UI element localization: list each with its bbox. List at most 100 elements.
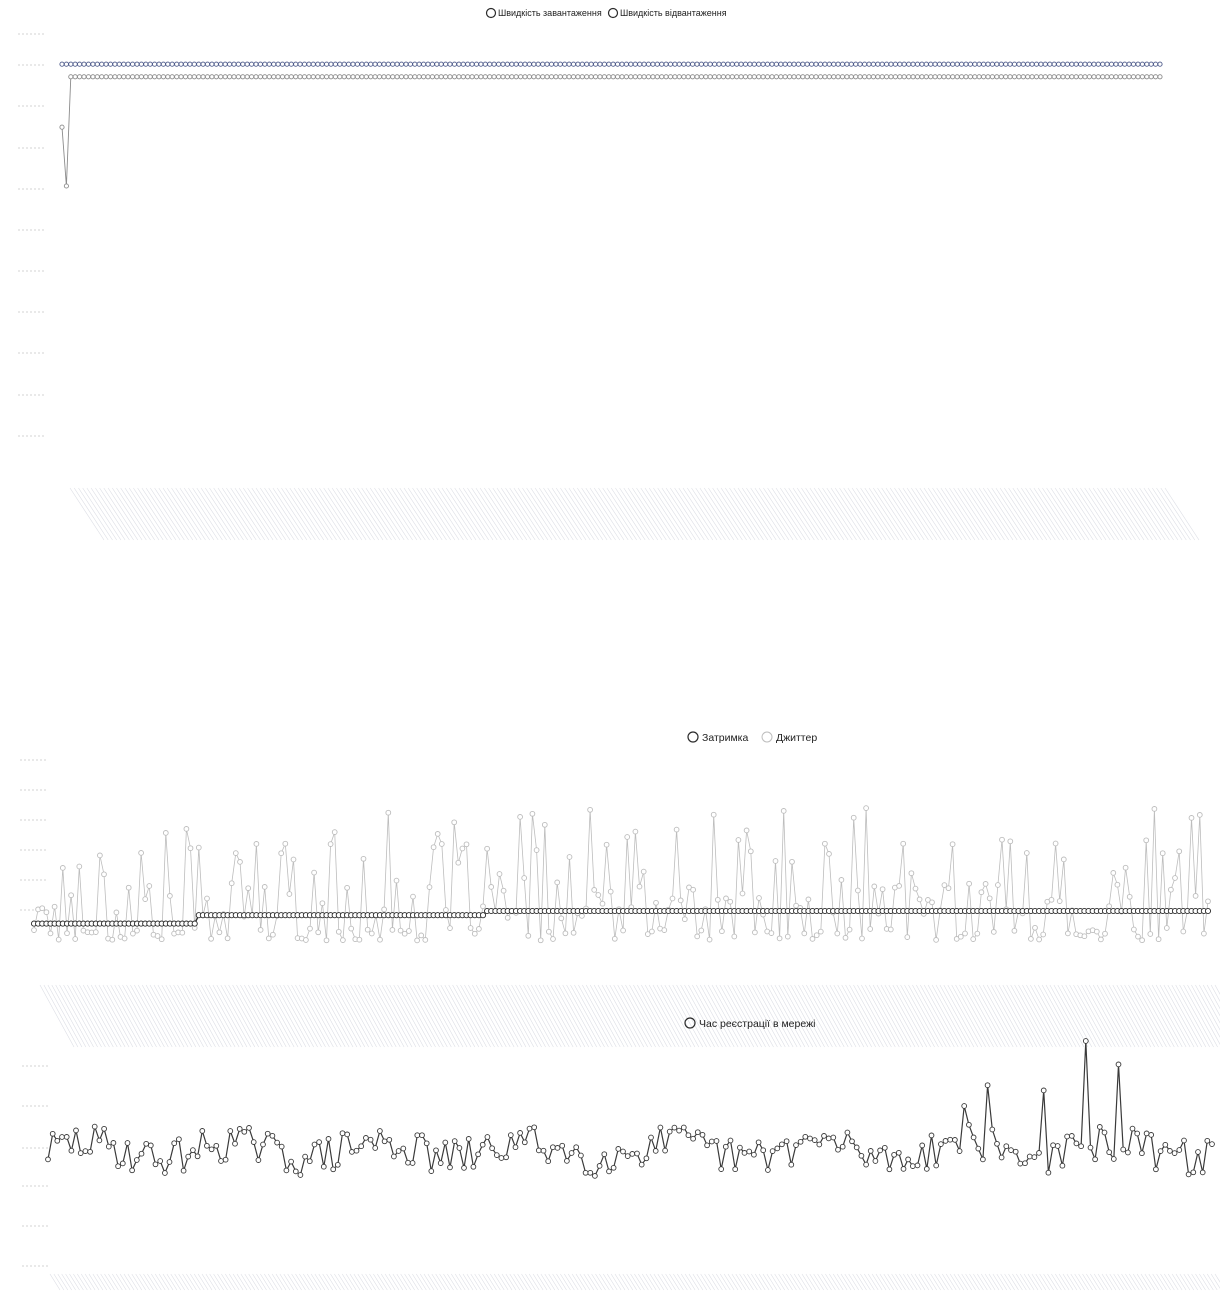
upload-point[interactable]: [443, 61, 449, 67]
upload-point[interactable]: [196, 61, 202, 67]
registration-point[interactable]: [264, 1130, 271, 1137]
download-point[interactable]: [1157, 74, 1163, 80]
upload-point[interactable]: [936, 61, 943, 67]
jitter-point[interactable]: [195, 844, 202, 851]
upload-point[interactable]: [1104, 61, 1110, 67]
registration-point[interactable]: [755, 1139, 762, 1146]
registration-point[interactable]: [1115, 1061, 1122, 1068]
download-point[interactable]: [271, 74, 277, 80]
download-point[interactable]: [518, 74, 524, 80]
jitter-point[interactable]: [319, 900, 326, 907]
download-point[interactable]: [191, 74, 197, 80]
upload-point[interactable]: [1051, 61, 1057, 67]
upload-point[interactable]: [989, 61, 995, 67]
upload-point[interactable]: [319, 61, 325, 67]
registration-point[interactable]: [704, 1142, 710, 1149]
download-point[interactable]: [504, 74, 510, 80]
download-point[interactable]: [650, 74, 656, 80]
download-point[interactable]: [734, 74, 740, 80]
upload-point[interactable]: [853, 61, 859, 67]
jitter-point[interactable]: [916, 896, 923, 903]
registration-point[interactable]: [442, 1139, 449, 1146]
upload-point[interactable]: [601, 61, 607, 67]
jitter-point[interactable]: [834, 930, 841, 937]
jitter-point[interactable]: [278, 850, 285, 857]
jitter-point[interactable]: [859, 935, 865, 942]
upload-point[interactable]: [1122, 61, 1128, 67]
registration-point[interactable]: [699, 1131, 706, 1138]
download-point[interactable]: [866, 74, 872, 80]
jitter-point[interactable]: [327, 841, 334, 847]
upload-point[interactable]: [1020, 61, 1026, 67]
upload-point[interactable]: [1157, 61, 1163, 67]
download-point[interactable]: [473, 74, 480, 80]
upload-point[interactable]: [1095, 61, 1101, 67]
jitter-point[interactable]: [179, 929, 186, 936]
registration-point[interactable]: [461, 1165, 467, 1171]
upload-point[interactable]: [932, 61, 938, 67]
jitter-point[interactable]: [706, 936, 713, 943]
upload-point[interactable]: [147, 61, 153, 67]
jitter-point[interactable]: [59, 865, 66, 871]
upload-point[interactable]: [1153, 61, 1159, 67]
registration-point[interactable]: [311, 1141, 318, 1148]
registration-point[interactable]: [1050, 1142, 1056, 1149]
registration-point[interactable]: [1148, 1132, 1155, 1138]
registration-point[interactable]: [199, 1128, 206, 1134]
registration-point[interactable]: [554, 1145, 561, 1151]
download-point[interactable]: [68, 74, 74, 80]
upload-point[interactable]: [637, 61, 643, 67]
registration-point[interactable]: [190, 1147, 196, 1153]
jitter-point[interactable]: [644, 931, 651, 937]
upload-point[interactable]: [976, 61, 982, 67]
jitter-point[interactable]: [957, 933, 964, 940]
download-point[interactable]: [756, 74, 762, 80]
download-point[interactable]: [478, 74, 484, 80]
download-point[interactable]: [1016, 74, 1022, 80]
jitter-point[interactable]: [887, 926, 894, 933]
jitter-point[interactable]: [368, 930, 375, 937]
upload-point[interactable]: [465, 61, 471, 67]
download-point[interactable]: [791, 74, 797, 80]
upload-point[interactable]: [125, 61, 131, 67]
download-point[interactable]: [297, 74, 303, 80]
download-point[interactable]: [742, 74, 749, 80]
registration-point[interactable]: [433, 1147, 439, 1154]
upload-point[interactable]: [623, 61, 629, 67]
upload-point[interactable]: [703, 61, 709, 67]
jitter-point[interactable]: [76, 863, 83, 870]
latency-point[interactable]: [479, 912, 487, 919]
upload-point[interactable]: [1086, 61, 1092, 67]
registration-point[interactable]: [657, 1124, 664, 1131]
upload-point[interactable]: [275, 61, 281, 67]
registration-point[interactable]: [521, 1139, 528, 1146]
registration-point[interactable]: [849, 1138, 855, 1145]
upload-point[interactable]: [284, 61, 290, 67]
jitter-point[interactable]: [1201, 930, 1207, 937]
jitter-point[interactable]: [356, 936, 363, 943]
download-point[interactable]: [548, 74, 555, 80]
jitter-point[interactable]: [1065, 930, 1071, 937]
download-point[interactable]: [954, 74, 960, 80]
upload-point[interactable]: [632, 61, 638, 67]
registration-point[interactable]: [620, 1148, 626, 1155]
registration-point[interactable]: [708, 1138, 715, 1145]
registration-point[interactable]: [998, 1154, 1005, 1161]
download-point[interactable]: [676, 74, 682, 80]
download-point[interactable]: [703, 74, 709, 80]
jitter-point[interactable]: [863, 805, 869, 811]
registration-point[interactable]: [1092, 1156, 1098, 1163]
upload-point[interactable]: [606, 61, 612, 67]
download-point[interactable]: [332, 74, 338, 80]
jitter-point[interactable]: [130, 930, 136, 937]
upload-point[interactable]: [566, 61, 572, 67]
download-point[interactable]: [1007, 74, 1013, 80]
jitter-point[interactable]: [904, 934, 911, 940]
registration-point[interactable]: [839, 1143, 846, 1150]
download-point[interactable]: [130, 74, 136, 80]
jitter-point[interactable]: [677, 897, 684, 904]
jitter-point[interactable]: [747, 848, 754, 855]
download-point[interactable]: [218, 74, 224, 80]
upload-point[interactable]: [725, 61, 731, 67]
upload-point[interactable]: [615, 61, 621, 67]
